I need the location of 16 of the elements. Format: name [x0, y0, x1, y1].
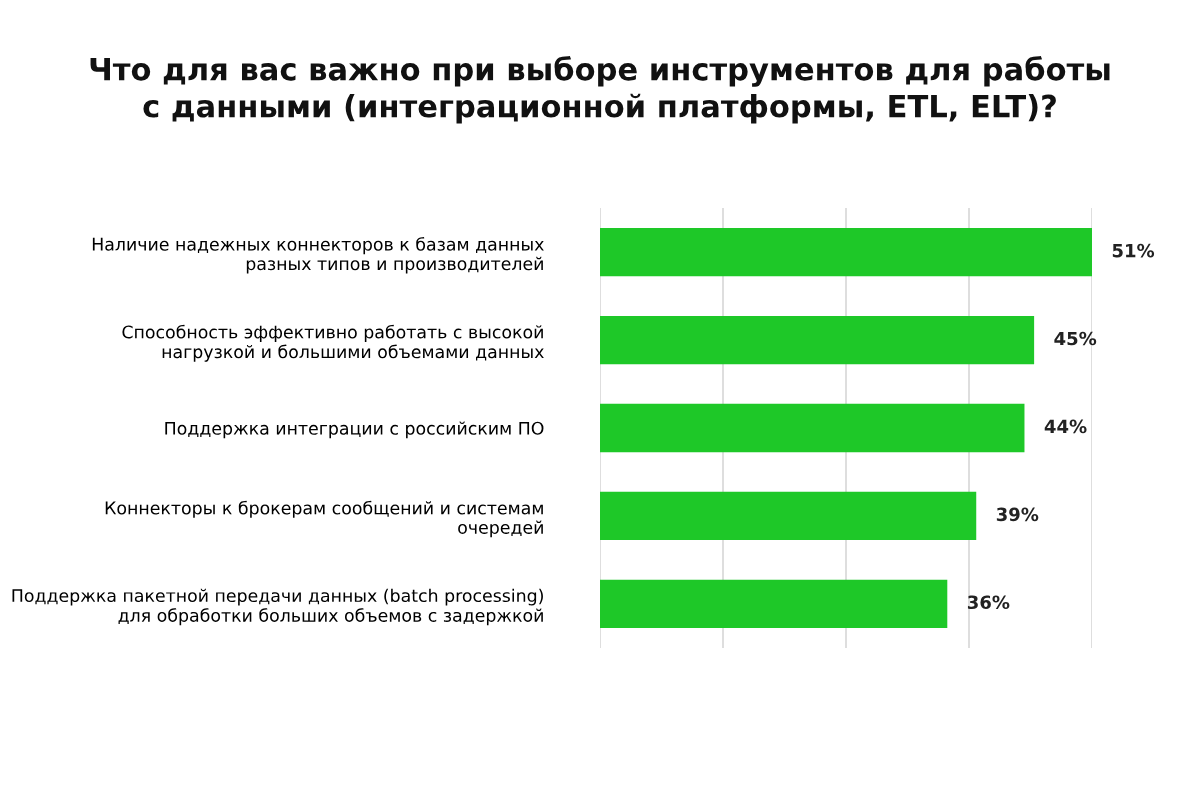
- y-tick-label: Поддержка пакетной передачи данных (batch processing) для обработки больших объемов с задержкой: [12, 588, 543, 626]
- y-tick-label: Наличие надежных коннекторов к базам данных разных типов и производителей: [92, 237, 544, 274]
- data-label: 45%: [1054, 331, 1097, 346]
- bar: [600, 579, 948, 628]
- data-label: 44%: [1044, 419, 1087, 434]
- data-label: 39%: [996, 507, 1039, 522]
- y-tick-label: Коннекторы к брокерам сообщений и системам очередей: [105, 500, 543, 538]
- data-label: 51%: [1112, 243, 1155, 258]
- data-label: 36%: [967, 595, 1010, 610]
- chart-title: Что для вас важно при выборе инструментов для работы с данными (интеграционной платформы, ETL, ELT)?: [90, 56, 1110, 124]
- y-tick-label: Способность эффективно работать с высокой нагрузкой и большими объемами данных: [122, 324, 544, 362]
- bar: [600, 315, 1035, 365]
- bar: [600, 228, 1092, 277]
- y-tick-label: Поддержка интеграции с российским ПО: [165, 421, 544, 439]
- bar: [600, 491, 977, 541]
- bar: [600, 403, 1025, 453]
